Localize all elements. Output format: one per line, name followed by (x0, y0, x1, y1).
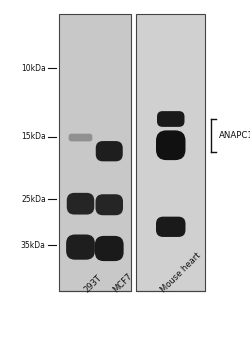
FancyBboxPatch shape (66, 234, 95, 260)
Text: ANAPC13: ANAPC13 (219, 131, 250, 140)
Text: 15kDa: 15kDa (21, 132, 46, 141)
FancyBboxPatch shape (156, 131, 186, 160)
Text: 35kDa: 35kDa (21, 240, 46, 250)
Text: MCF7: MCF7 (111, 272, 134, 294)
Bar (59, 14, 131, 290)
Text: 10kDa: 10kDa (21, 64, 46, 73)
FancyBboxPatch shape (157, 111, 184, 127)
FancyBboxPatch shape (67, 193, 94, 215)
Text: Mouse heart: Mouse heart (159, 251, 202, 294)
Text: 25kDa: 25kDa (21, 195, 46, 204)
FancyBboxPatch shape (68, 134, 92, 141)
FancyBboxPatch shape (96, 141, 123, 161)
FancyBboxPatch shape (95, 236, 124, 261)
Text: 293T: 293T (82, 273, 103, 294)
Bar (136, 14, 205, 290)
FancyBboxPatch shape (96, 194, 123, 215)
FancyBboxPatch shape (156, 217, 186, 237)
